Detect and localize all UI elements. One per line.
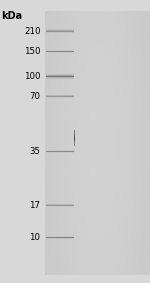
Text: 210: 210 xyxy=(24,27,40,36)
Text: 100: 100 xyxy=(24,72,40,81)
Text: 10: 10 xyxy=(30,233,40,242)
Text: 150: 150 xyxy=(24,47,40,56)
Text: 17: 17 xyxy=(30,201,40,210)
Text: 35: 35 xyxy=(30,147,40,156)
Text: 70: 70 xyxy=(30,92,40,101)
Text: kDa: kDa xyxy=(2,11,23,21)
